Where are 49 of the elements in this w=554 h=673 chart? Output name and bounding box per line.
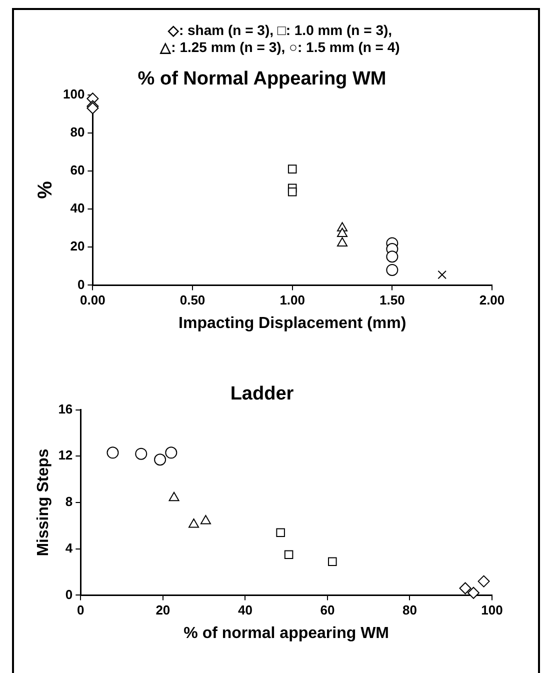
text: △: 1.25 mm (n = 3), ○: 1.5 mm (n = 4) [158, 39, 401, 56]
chart-title: % of Normal Appearing WM [138, 68, 386, 90]
point [200, 515, 211, 524]
x-tick-label: 100 [481, 602, 503, 618]
x-axis-title: % of normal appearing WM [184, 624, 389, 642]
point [336, 228, 348, 238]
y-tick-label: 12 [58, 448, 73, 463]
point [328, 557, 337, 566]
y-axis-title: % [34, 180, 57, 199]
y-tick-label: 16 [58, 401, 73, 416]
x-tick-label: 40 [238, 602, 252, 618]
y-tick-label: 80 [70, 124, 85, 140]
y-tick-label: 60 [70, 162, 85, 178]
x-tick-label: 2.00 [479, 292, 505, 308]
point [284, 550, 294, 560]
text: ◇: sham (n = 3), □: 1.0 mm (n = 3), [166, 22, 394, 39]
x-tick-label: 60 [320, 602, 335, 618]
y-tick-label: 0 [77, 276, 85, 292]
y-tick-label: 20 [70, 238, 85, 254]
y-tick-label: 8 [65, 494, 73, 510]
x-tick-label: 80 [402, 602, 417, 618]
y-tick-label: 100 [62, 86, 85, 102]
x-tick-label: 0.50 [180, 292, 206, 308]
y-axis-title: Missing Steps [35, 448, 52, 556]
point [154, 454, 166, 466]
point [276, 528, 285, 538]
y-tick-label: 4 [65, 540, 74, 556]
x-tick-label: 0.00 [80, 292, 106, 308]
point [386, 264, 398, 276]
point [459, 582, 472, 594]
point [165, 446, 178, 459]
x-axis-title: Impacting Displacement (mm) [178, 314, 406, 332]
point [386, 250, 398, 263]
point [168, 492, 180, 502]
point [467, 586, 480, 599]
chart-title: Ladder [230, 384, 294, 405]
x-tick-label: 1.00 [280, 292, 305, 308]
point [135, 448, 148, 460]
y-tick-label: 40 [70, 200, 85, 216]
point [478, 575, 490, 588]
point [288, 188, 297, 196]
point [438, 270, 446, 280]
x-tick-label: 1.50 [380, 292, 405, 308]
point [336, 237, 348, 247]
x-tick-label: 20 [156, 602, 170, 618]
point [106, 446, 119, 459]
point [188, 518, 200, 528]
y-tick-label: 0 [65, 586, 73, 602]
point [288, 164, 297, 174]
